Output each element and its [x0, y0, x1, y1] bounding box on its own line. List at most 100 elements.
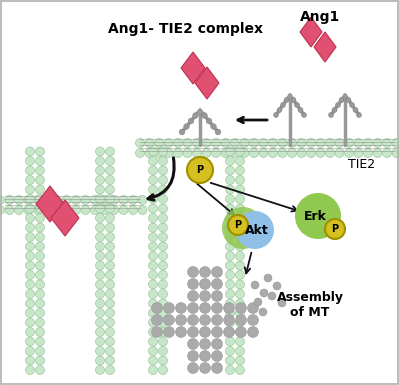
Circle shape: [95, 308, 105, 318]
Circle shape: [36, 185, 45, 194]
Circle shape: [240, 139, 249, 147]
Circle shape: [200, 278, 211, 290]
Circle shape: [62, 206, 71, 214]
Text: Assembly
of MT: Assembly of MT: [277, 291, 344, 319]
Circle shape: [26, 166, 34, 175]
Circle shape: [95, 233, 105, 241]
Circle shape: [316, 139, 325, 147]
Circle shape: [179, 129, 185, 135]
Polygon shape: [300, 17, 322, 47]
Circle shape: [158, 328, 168, 336]
Circle shape: [36, 318, 45, 327]
Circle shape: [278, 299, 286, 307]
Circle shape: [211, 291, 223, 301]
Circle shape: [26, 356, 34, 365]
Circle shape: [297, 149, 306, 157]
Circle shape: [95, 356, 105, 365]
Circle shape: [231, 139, 239, 147]
Circle shape: [192, 149, 201, 157]
Circle shape: [36, 233, 45, 241]
Circle shape: [105, 233, 115, 241]
Circle shape: [105, 271, 115, 280]
Circle shape: [225, 194, 235, 204]
Circle shape: [26, 223, 34, 232]
Circle shape: [225, 261, 235, 270]
Circle shape: [105, 214, 115, 223]
Circle shape: [240, 149, 249, 157]
Circle shape: [259, 139, 268, 147]
Circle shape: [200, 326, 211, 338]
Circle shape: [145, 139, 154, 147]
Circle shape: [350, 102, 354, 107]
Circle shape: [109, 196, 119, 204]
Circle shape: [164, 139, 173, 147]
Circle shape: [36, 299, 45, 308]
Circle shape: [200, 350, 211, 362]
Circle shape: [184, 124, 189, 129]
Circle shape: [211, 303, 223, 313]
Circle shape: [235, 214, 245, 223]
Circle shape: [363, 139, 373, 147]
Circle shape: [225, 328, 235, 336]
Circle shape: [235, 204, 245, 213]
Circle shape: [148, 271, 158, 280]
Circle shape: [105, 290, 115, 298]
Circle shape: [354, 139, 363, 147]
Circle shape: [148, 337, 158, 346]
Circle shape: [95, 176, 105, 184]
Circle shape: [26, 147, 34, 156]
Circle shape: [91, 206, 99, 214]
Circle shape: [192, 139, 201, 147]
Circle shape: [105, 251, 115, 261]
Circle shape: [187, 157, 213, 183]
Circle shape: [105, 242, 115, 251]
Circle shape: [316, 149, 325, 157]
Circle shape: [164, 149, 173, 157]
Circle shape: [36, 204, 45, 213]
Circle shape: [158, 242, 168, 251]
Circle shape: [148, 223, 158, 232]
Circle shape: [53, 206, 61, 214]
Circle shape: [105, 346, 115, 355]
Circle shape: [95, 271, 105, 280]
Circle shape: [235, 315, 247, 325]
Circle shape: [223, 315, 235, 325]
Circle shape: [326, 149, 334, 157]
Circle shape: [158, 261, 168, 270]
Circle shape: [298, 107, 303, 112]
Circle shape: [136, 139, 144, 147]
Circle shape: [225, 318, 235, 327]
Circle shape: [36, 328, 45, 336]
Circle shape: [158, 156, 168, 166]
Circle shape: [211, 266, 223, 278]
Text: P: P: [332, 224, 339, 234]
Circle shape: [235, 346, 245, 355]
Circle shape: [62, 196, 71, 204]
Circle shape: [225, 242, 235, 251]
Circle shape: [225, 185, 235, 194]
Circle shape: [225, 365, 235, 375]
Circle shape: [278, 149, 287, 157]
Circle shape: [273, 112, 279, 117]
Circle shape: [136, 149, 144, 157]
Circle shape: [148, 147, 158, 156]
Circle shape: [105, 356, 115, 365]
Circle shape: [228, 215, 248, 235]
Circle shape: [174, 139, 182, 147]
Circle shape: [100, 196, 109, 204]
Circle shape: [249, 139, 259, 147]
Circle shape: [14, 196, 24, 204]
Circle shape: [211, 149, 221, 157]
Circle shape: [148, 194, 158, 204]
Circle shape: [188, 266, 198, 278]
Circle shape: [95, 328, 105, 336]
Circle shape: [225, 223, 235, 232]
Circle shape: [235, 156, 245, 166]
Circle shape: [158, 204, 168, 213]
Circle shape: [235, 299, 245, 308]
Circle shape: [344, 139, 354, 147]
Circle shape: [211, 315, 223, 325]
Polygon shape: [36, 186, 64, 222]
Circle shape: [148, 328, 158, 336]
Circle shape: [222, 207, 264, 249]
